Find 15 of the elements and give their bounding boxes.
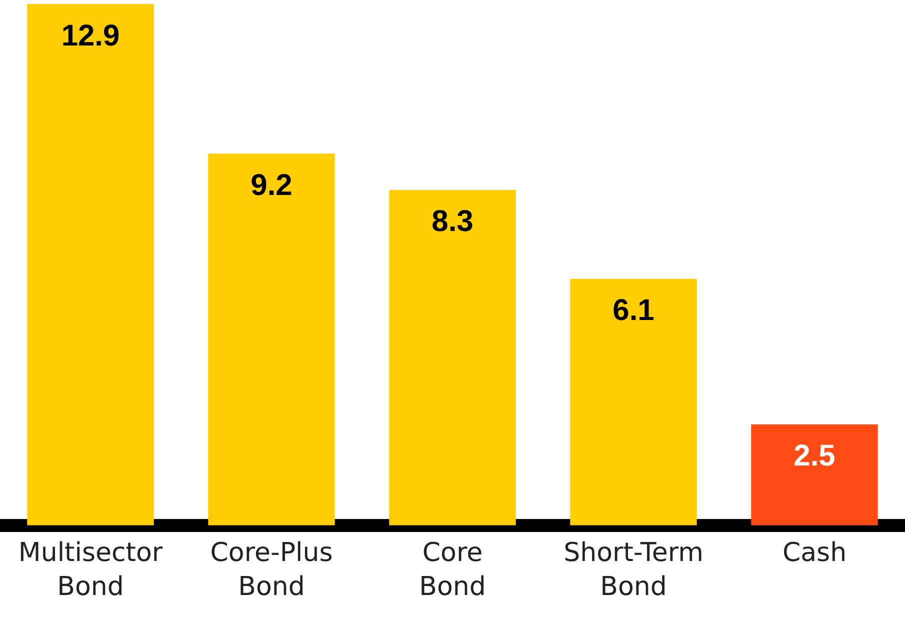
data-label: 12.9 bbox=[61, 19, 120, 52]
data-label: 2.5 bbox=[794, 440, 836, 473]
bar bbox=[208, 154, 335, 526]
data-label: 8.3 bbox=[432, 205, 474, 238]
bar bbox=[27, 4, 154, 526]
data-label: 9.2 bbox=[250, 168, 292, 202]
bar bbox=[389, 190, 516, 526]
bar bbox=[570, 278, 697, 526]
x-tick-label: Core-Plus Bond bbox=[210, 538, 333, 602]
x-tick-label: Short-Term Bond bbox=[564, 538, 704, 602]
x-tick-label: Cash bbox=[782, 538, 847, 568]
data-label: 6.1 bbox=[612, 294, 654, 328]
x-tick-label: Multisector Bond bbox=[18, 538, 163, 602]
x-tick-label: Core Bond bbox=[419, 538, 486, 602]
bar bbox=[751, 424, 878, 526]
